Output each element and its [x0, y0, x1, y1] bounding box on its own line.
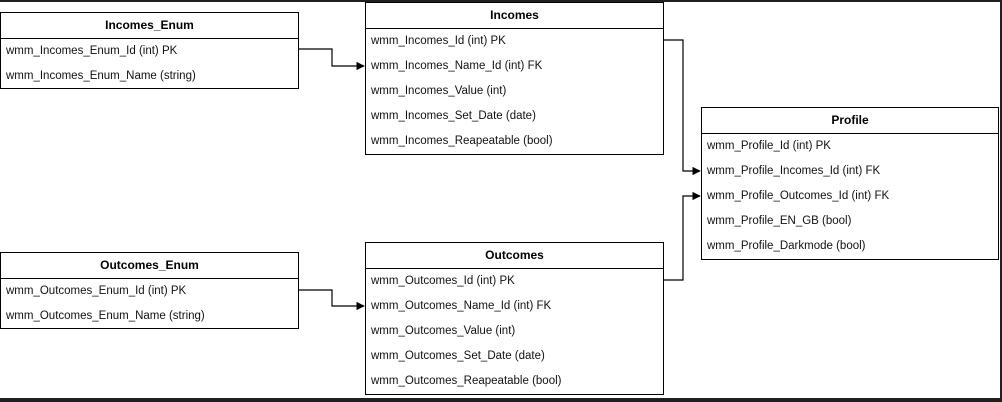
entity-title: Incomes_Enum: [1, 13, 298, 39]
field-row: wmm_Profile_Darkmode (bool): [707, 240, 866, 252]
canvas-right-border: [1000, 0, 1002, 402]
entity-incomes-enum[interactable]: Incomes_Enum wmm_Incomes_Enum_Id (int) P…: [0, 12, 299, 89]
field-row: wmm_Incomes_Value (int): [371, 85, 507, 97]
field-row: wmm_Incomes_Name_Id (int) FK: [371, 60, 543, 72]
field-row: wmm_Incomes_Id (int) PK: [371, 35, 506, 47]
connector-incomes-to-profile: [664, 39, 701, 176]
field-row: wmm_Outcomes_Id (int) PK: [371, 275, 515, 287]
field-row: wmm_Profile_Outcomes_Id (int) FK: [707, 190, 890, 202]
field-row: wmm_Outcomes_Set_Date (date): [371, 350, 545, 362]
connector-incomes-enum-to-incomes: [299, 48, 365, 71]
entity-outcomes[interactable]: Outcomes wmm_Outcomes_Id (int) PK wmm_Ou…: [365, 242, 664, 395]
field-row: wmm_Outcomes_Enum_Id (int) PK: [6, 285, 187, 297]
field-row: wmm_Profile_Incomes_Id (int) FK: [707, 165, 881, 177]
connector-outcomes-enum-to-outcomes: [299, 289, 365, 311]
field-row: wmm_Incomes_Enum_Name (string): [6, 70, 196, 82]
entity-profile[interactable]: Profile wmm_Profile_Id (int) PK wmm_Prof…: [701, 107, 999, 260]
canvas-bottom-border: [0, 398, 1002, 402]
connector-outcomes-to-profile: [664, 191, 701, 281]
field-row: wmm_Incomes_Reapeatable (bool): [371, 135, 553, 147]
field-row: wmm_Outcomes_Enum_Name (string): [6, 310, 205, 322]
entity-title: Profile: [702, 108, 998, 134]
field-row: wmm_Incomes_Enum_Id (int) PK: [6, 45, 178, 57]
field-row: wmm_Outcomes_Name_Id (int) FK: [371, 300, 552, 312]
entity-title: Outcomes: [366, 243, 663, 269]
entity-title: Incomes: [366, 3, 663, 29]
field-row: wmm_Incomes_Set_Date (date): [371, 110, 536, 122]
entity-incomes[interactable]: Incomes wmm_Incomes_Id (int) PK wmm_Inco…: [365, 2, 664, 155]
field-row: wmm_Profile_EN_GB (bool): [707, 215, 852, 227]
canvas-top-border: [0, 0, 1002, 2]
entity-outcomes-enum[interactable]: Outcomes_Enum wmm_Outcomes_Enum_Id (int)…: [0, 252, 299, 329]
entity-title: Outcomes_Enum: [1, 253, 298, 279]
field-row: wmm_Outcomes_Value (int): [371, 325, 516, 337]
field-row: wmm_Outcomes_Reapeatable (bool): [371, 375, 562, 387]
field-row: wmm_Profile_Id (int) PK: [707, 140, 831, 152]
